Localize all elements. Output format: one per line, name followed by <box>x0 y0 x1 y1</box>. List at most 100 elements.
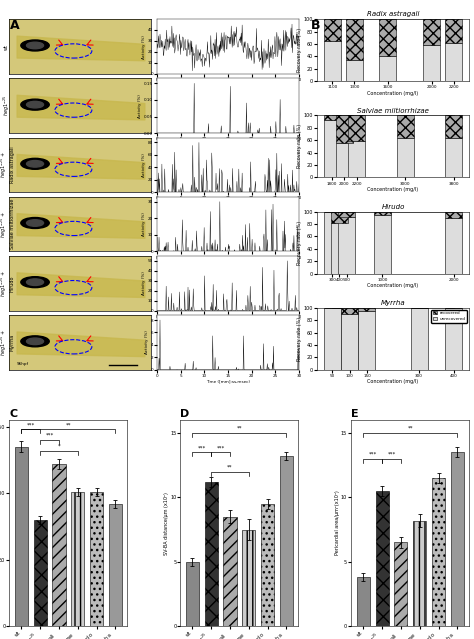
Bar <box>324 120 341 178</box>
Circle shape <box>21 336 49 347</box>
Circle shape <box>21 99 49 110</box>
Y-axis label: Pericardial area/μm²(x10⁴): Pericardial area/μm²(x10⁴) <box>335 491 339 555</box>
Text: D: D <box>181 409 190 419</box>
Y-axis label: $heg1^{-25}$ +
Salviae miltiorrhizae: $heg1^{-25}$ + Salviae miltiorrhizae <box>0 199 15 249</box>
Text: 96hpf: 96hpf <box>17 362 28 366</box>
Circle shape <box>27 338 44 344</box>
Y-axis label: SV-BA distance/μm (x10²): SV-BA distance/μm (x10²) <box>164 491 169 555</box>
Text: *: * <box>58 443 60 449</box>
Bar <box>451 452 464 626</box>
Bar <box>53 464 65 626</box>
Y-axis label: Activity (%): Activity (%) <box>142 35 146 59</box>
Bar <box>348 116 365 141</box>
Text: ***: *** <box>217 445 225 450</box>
Bar <box>71 492 84 626</box>
Y-axis label: $heg1^{-25}$ +
Myrrha: $heg1^{-25}$ + Myrrha <box>0 329 15 356</box>
Y-axis label: $heg1^{-25}$: $heg1^{-25}$ <box>1 95 12 116</box>
Text: **: ** <box>408 426 413 431</box>
Text: A: A <box>9 19 19 32</box>
Circle shape <box>21 277 49 288</box>
Text: ***: *** <box>198 445 206 450</box>
Bar <box>90 492 103 626</box>
Bar <box>331 212 348 223</box>
Y-axis label: wt: wt <box>4 43 9 50</box>
Text: E: E <box>351 409 359 419</box>
Circle shape <box>21 40 49 51</box>
Circle shape <box>27 160 44 167</box>
Bar <box>348 141 365 178</box>
Y-axis label: Recovery rate (%): Recovery rate (%) <box>297 220 302 265</box>
Text: ***: *** <box>27 422 35 427</box>
Bar <box>34 520 47 626</box>
Bar <box>423 45 440 81</box>
Bar <box>324 308 341 370</box>
Bar <box>205 482 218 626</box>
Bar <box>374 215 391 273</box>
Bar <box>338 217 355 273</box>
X-axis label: Concentration (mg/l): Concentration (mg/l) <box>367 187 419 192</box>
Title: Salviae miltiorrhizae: Salviae miltiorrhizae <box>357 107 429 114</box>
Y-axis label: $heg1^{-25}$ +
Radix astragali: $heg1^{-25}$ + Radix astragali <box>0 146 15 183</box>
Bar <box>341 308 358 314</box>
Circle shape <box>27 102 44 108</box>
Bar <box>331 223 348 273</box>
Bar <box>324 212 341 273</box>
Bar <box>413 521 426 626</box>
Text: ***: *** <box>46 433 54 438</box>
Text: ***: *** <box>369 452 377 456</box>
Bar <box>445 308 462 370</box>
X-axis label: Concentration (mg/l): Concentration (mg/l) <box>367 380 419 385</box>
Bar <box>346 19 363 59</box>
Bar <box>445 116 462 138</box>
Text: **: ** <box>237 426 242 431</box>
Circle shape <box>27 220 44 226</box>
Y-axis label: Activity (%): Activity (%) <box>142 212 146 236</box>
Title: Myrrha: Myrrha <box>381 300 405 306</box>
Text: ***: *** <box>387 452 396 456</box>
Bar <box>223 517 237 626</box>
Y-axis label: Activity (%): Activity (%) <box>142 272 146 295</box>
Bar <box>445 218 462 273</box>
Bar <box>324 19 341 41</box>
Bar <box>379 19 396 56</box>
Y-axis label: $heg1^{-25}$ +
Hirudo: $heg1^{-25}$ + Hirudo <box>0 270 15 296</box>
Bar <box>432 478 445 626</box>
Title: Hirudo: Hirudo <box>382 204 405 210</box>
Text: C: C <box>9 409 18 419</box>
Circle shape <box>21 158 49 169</box>
Bar <box>338 212 355 217</box>
Bar <box>445 212 462 218</box>
Bar <box>109 504 122 626</box>
Bar <box>445 43 462 81</box>
Bar <box>358 311 375 370</box>
Y-axis label: Activity (%): Activity (%) <box>145 330 149 355</box>
X-axis label: Time ([mm]:ss,msec): Time ([mm]:ss,msec) <box>206 380 250 383</box>
Bar <box>324 116 341 120</box>
Y-axis label: Activity (%): Activity (%) <box>142 153 146 177</box>
Y-axis label: Activity (%): Activity (%) <box>138 94 143 118</box>
X-axis label: Concentration (mg/l): Concentration (mg/l) <box>367 91 419 96</box>
Circle shape <box>27 279 44 286</box>
Bar <box>374 212 391 215</box>
Text: **: ** <box>227 465 233 470</box>
Bar <box>336 143 353 178</box>
Title: Radix astragali: Radix astragali <box>367 12 419 17</box>
Bar <box>242 530 255 626</box>
Bar <box>379 56 396 81</box>
Circle shape <box>27 42 44 49</box>
Bar <box>15 447 28 626</box>
Bar <box>324 41 341 81</box>
Circle shape <box>21 217 49 229</box>
Bar <box>261 504 274 626</box>
Bar <box>357 577 370 626</box>
Text: B: B <box>310 19 320 32</box>
Y-axis label: Recovery rate (%): Recovery rate (%) <box>297 28 302 72</box>
Bar <box>358 308 375 311</box>
Bar <box>397 138 414 178</box>
X-axis label: Concentration (mg/l): Concentration (mg/l) <box>367 283 419 288</box>
Bar <box>280 456 293 626</box>
Y-axis label: Recovery rate (%): Recovery rate (%) <box>297 125 302 169</box>
Y-axis label: Recovery rate (%): Recovery rate (%) <box>297 317 302 361</box>
Text: **: ** <box>66 422 71 427</box>
Bar <box>397 116 414 138</box>
